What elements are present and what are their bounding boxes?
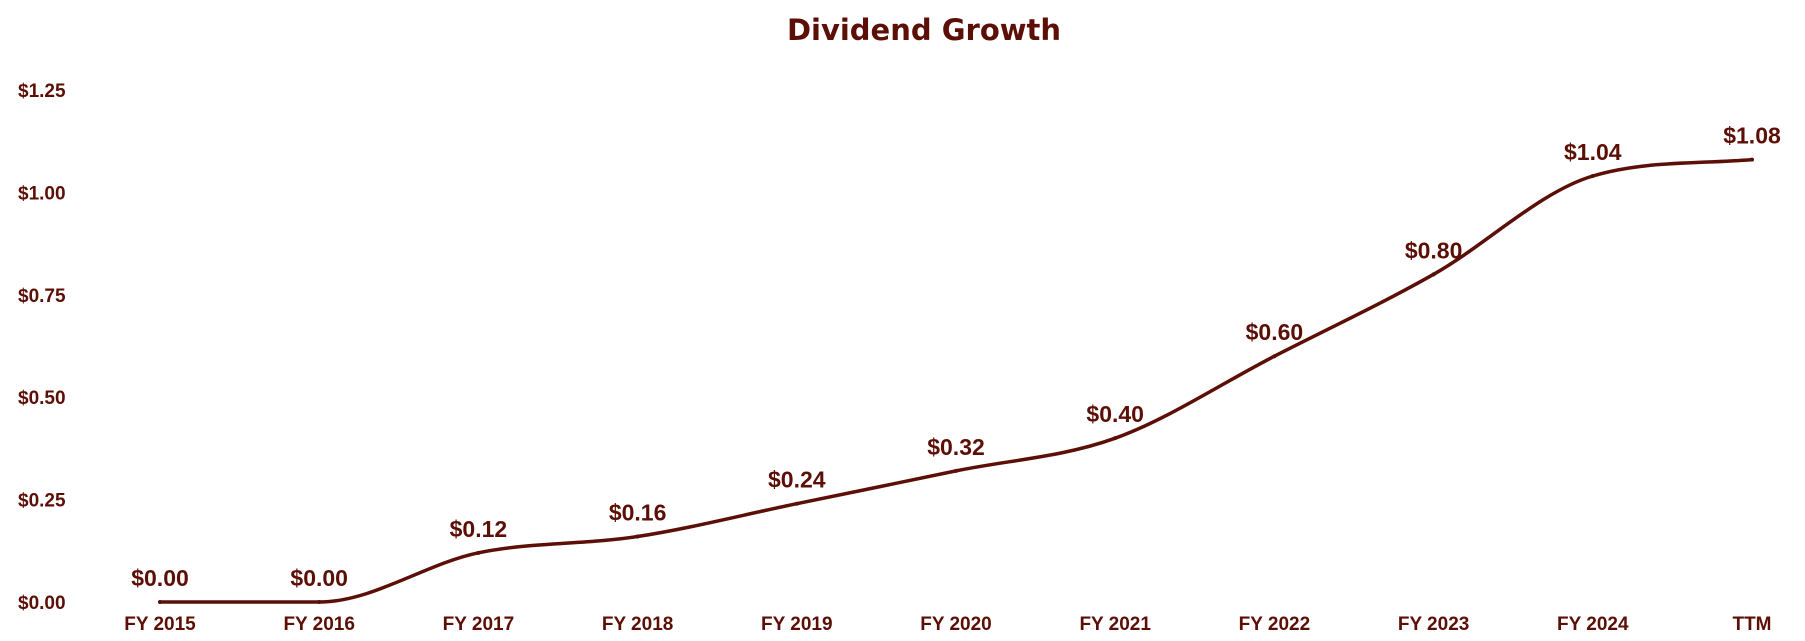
y-tick-label: $1.00: [18, 183, 66, 204]
data-label: $0.16: [609, 499, 667, 525]
data-point: [1113, 436, 1118, 441]
data-point: [1590, 174, 1595, 179]
data-labels: $0.00 $0.00 $0.12 $0.16 $0.24 $0.32 $0.40 $0.60…: [131, 123, 1781, 591]
data-label: $0.00: [290, 565, 348, 591]
data-label: $0.12: [450, 516, 508, 542]
series-layer: [158, 157, 1754, 604]
data-point: [476, 550, 481, 555]
data-label: $0.32: [927, 434, 985, 460]
data-point: [158, 600, 162, 604]
x-tick-label: FY 2021: [1079, 614, 1151, 635]
data-point: [794, 501, 799, 506]
x-tick-label: FY 2017: [443, 614, 514, 635]
data-label: $0.40: [1086, 401, 1144, 427]
data-point: [1431, 272, 1436, 277]
x-tick-label: FY 2015: [124, 614, 196, 635]
data-point: [1272, 354, 1277, 359]
x-tick-label: FY 2024: [1557, 614, 1629, 635]
data-label: $1.04: [1564, 139, 1622, 165]
data-label: $1.08: [1723, 123, 1781, 149]
y-tick-label: $1.25: [18, 81, 66, 102]
data-point: [1750, 157, 1754, 162]
x-tick-label: FY 2018: [602, 614, 673, 635]
data-label: $0.60: [1246, 319, 1304, 345]
data-point: [317, 600, 322, 604]
y-tick-label: $0.00: [18, 593, 66, 614]
data-label: $0.24: [768, 467, 826, 493]
y-tick-label: $0.75: [18, 286, 66, 307]
y-tick-label: $0.25: [18, 491, 66, 512]
data-label: $0.00: [131, 565, 189, 591]
x-tick-label: FY 2022: [1239, 614, 1310, 635]
chart-title: Dividend Growth: [787, 13, 1061, 47]
x-tick-label: FY 2016: [283, 614, 354, 635]
dividend-series-line: [158, 157, 1754, 604]
data-label: $0.80: [1405, 237, 1463, 263]
x-tick-label: FY 2023: [1398, 614, 1469, 635]
x-axis: FY 2015 FY 2016 FY 2017 FY 2018 FY 2019 FY 20…: [124, 614, 1771, 635]
data-point: [954, 468, 958, 473]
data-point: [635, 534, 640, 539]
y-tick-label: $0.50: [18, 388, 66, 409]
x-tick-label: FY 2020: [920, 614, 991, 635]
x-tick-label: TTM: [1732, 614, 1771, 635]
y-axis: $0.00 $0.25 $0.50 $0.75 $1.00 $1.25: [18, 81, 66, 614]
x-tick-label: FY 2019: [761, 614, 832, 635]
